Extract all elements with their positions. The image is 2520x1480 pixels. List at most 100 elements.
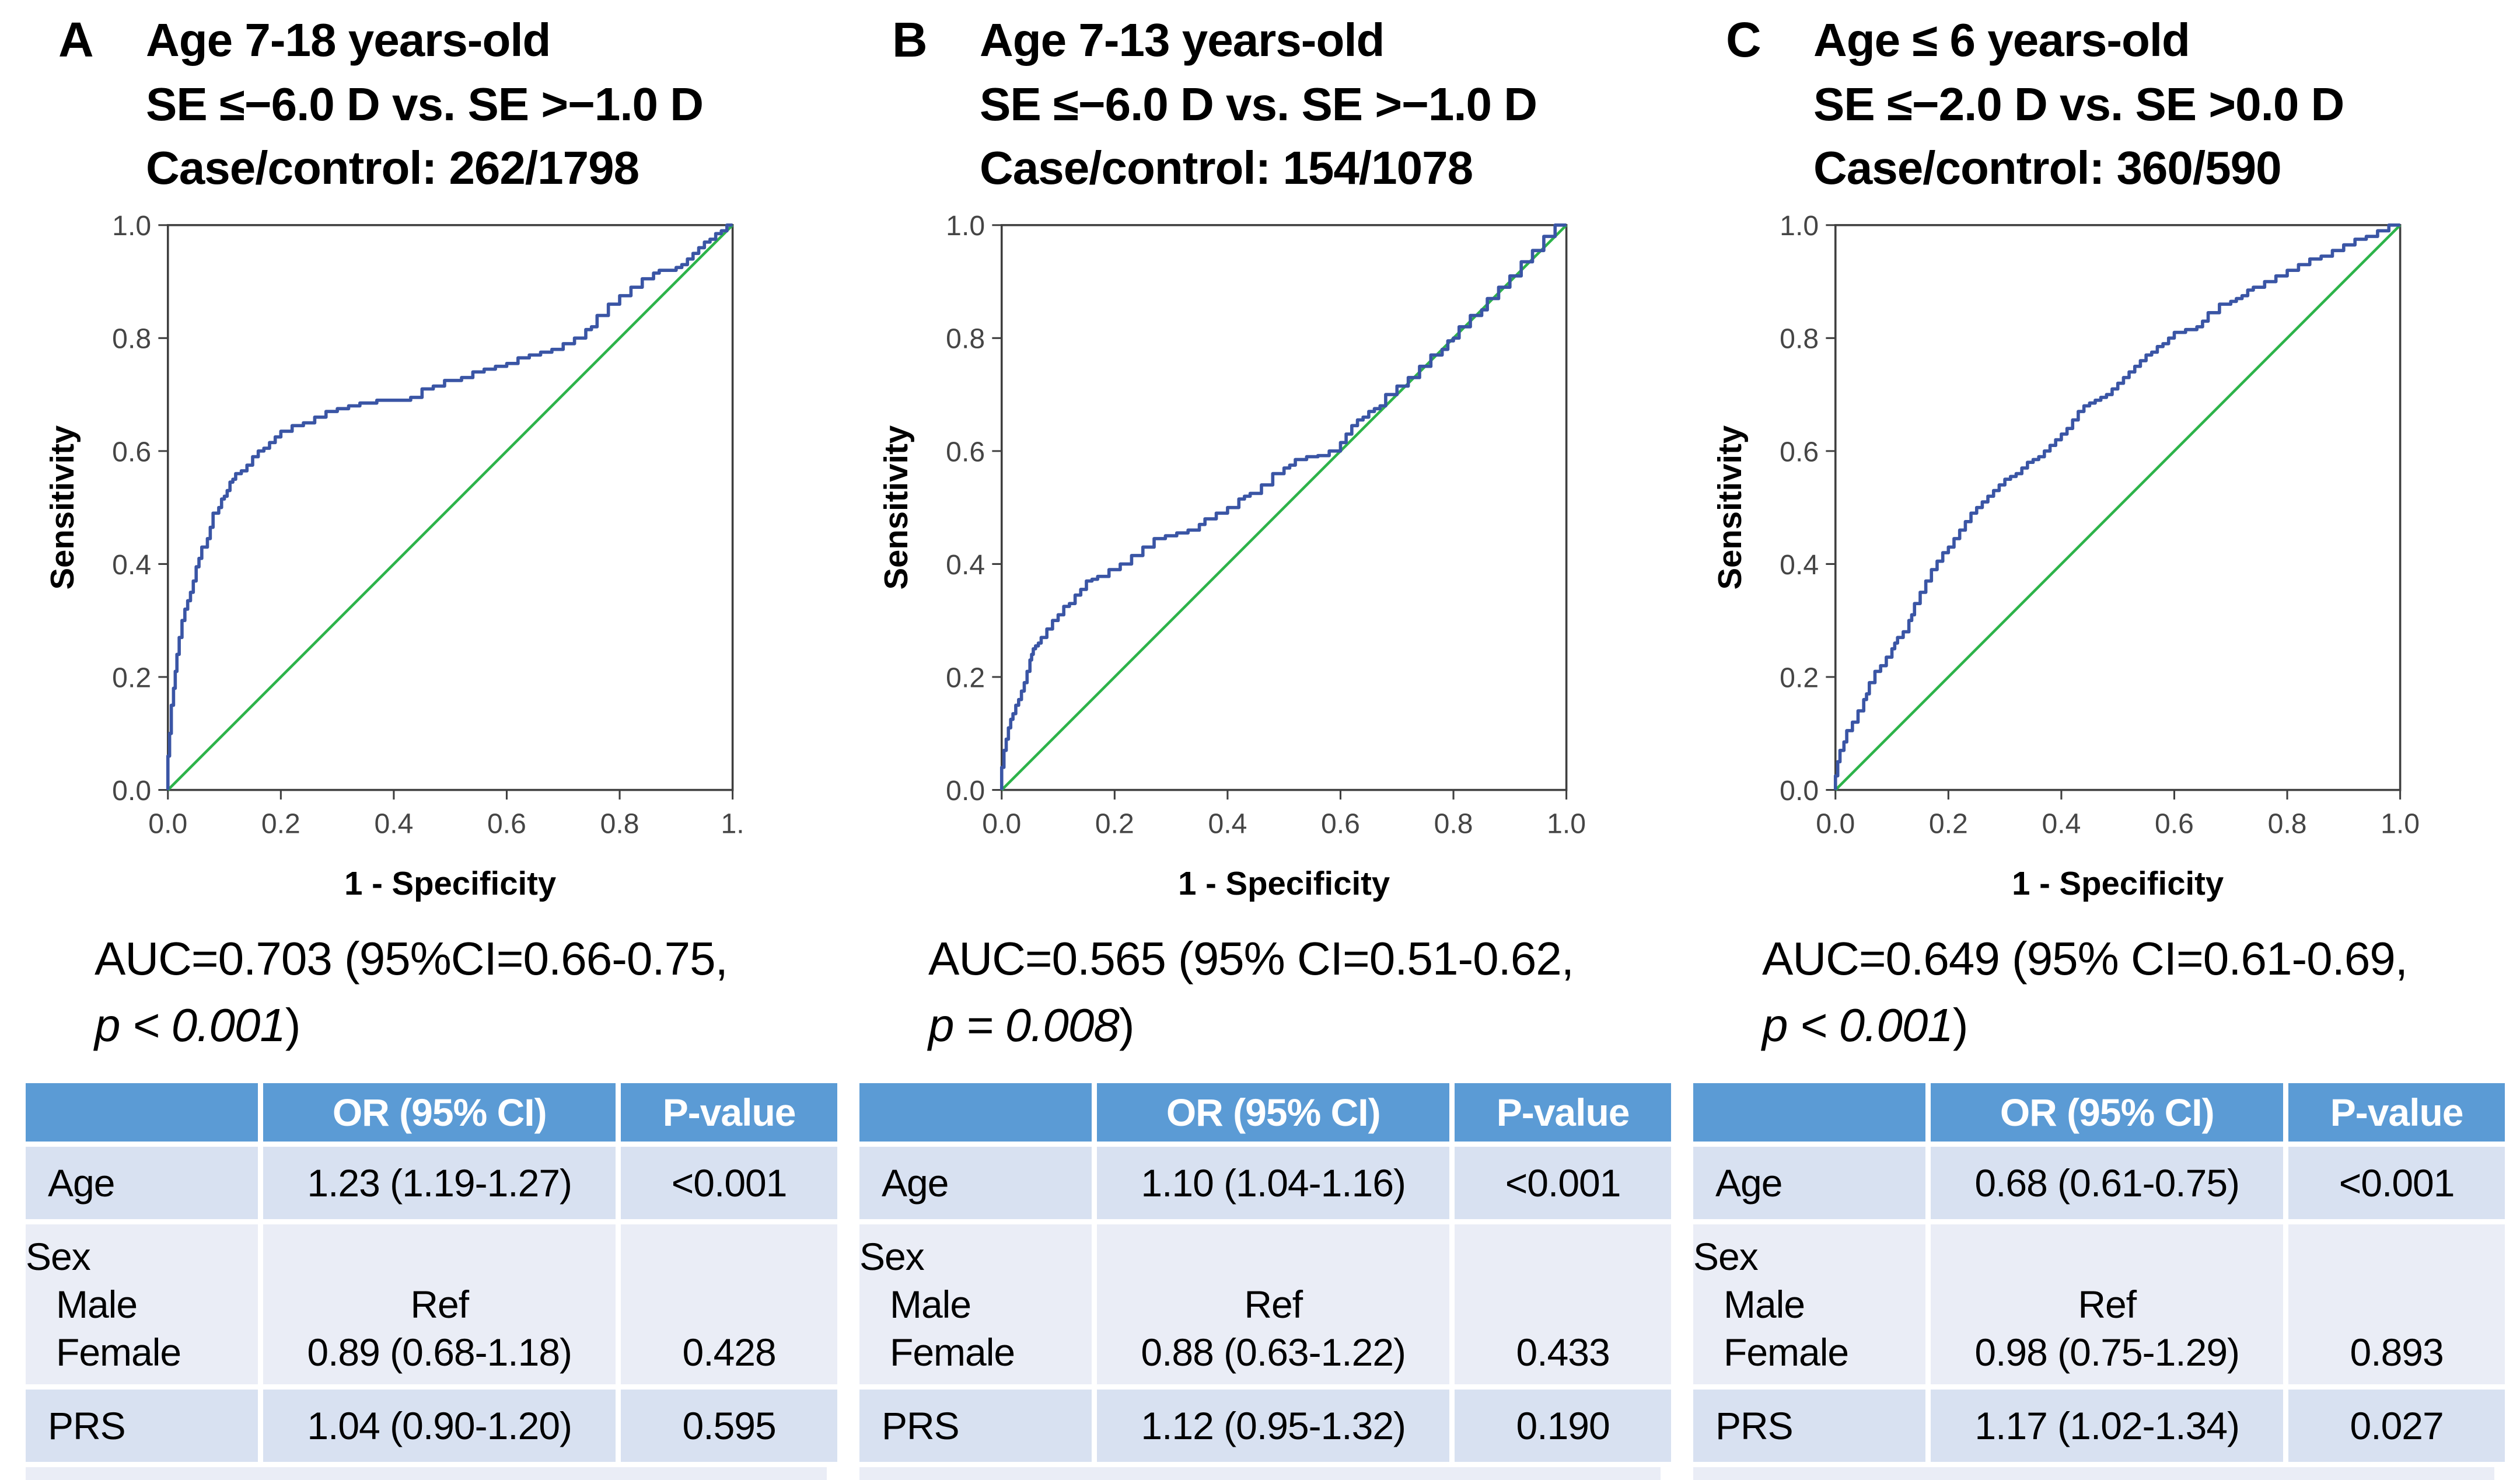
row-label: Age	[26, 1146, 258, 1219]
svg-text:0.8: 0.8	[1780, 323, 1819, 354]
roc-plot-a: 0.0 0.2 0.4 0.6 0.8 1. 0.0 0.2 0.4 0.6 0.8 1.0 1 - S…	[44, 210, 745, 902]
table-row-age: Age 1.10 (1.04-1.16) <0.001	[859, 1146, 1671, 1219]
svg-text:0.6: 0.6	[112, 436, 151, 467]
header-pvalue-cell: P-value	[2288, 1083, 2505, 1142]
auc-line2: p < 0.001)	[95, 992, 827, 1059]
svg-text:1.0: 1.0	[1547, 808, 1586, 839]
svg-text:0.4: 0.4	[2042, 808, 2081, 839]
panel-a-title-row: A Age 7-18 years-old SE ≤−6.0 D vs. SE >…	[26, 8, 827, 200]
roc-figure: A Age 7-18 years-old SE ≤−6.0 D vs. SE >…	[26, 8, 2505, 1480]
svg-text:0.8: 0.8	[600, 808, 639, 839]
panel-c-title-row: C Age ≤ 6 years-old SE ≤−2.0 D vs. SE >0…	[1693, 8, 2494, 200]
female-or: 0.98 (0.75-1.29)	[1974, 1330, 2240, 1374]
auc-line2: p = 0.008)	[928, 992, 1661, 1059]
table-bottom-strip	[26, 1467, 827, 1480]
panel-a-title-line2: SE ≤−6.0 D vs. SE >−1.0 D	[146, 78, 704, 130]
row-label: PRS	[1693, 1389, 1926, 1462]
row-or: 1.17 (1.02-1.34)	[1931, 1389, 2284, 1462]
svg-text:0.8: 0.8	[946, 323, 985, 354]
auc-p-value: p < 0.001	[95, 999, 286, 1052]
svg-text:0.4: 0.4	[374, 808, 413, 839]
table-row-age: Age 1.23 (1.19-1.27) <0.001	[26, 1146, 837, 1219]
auc-line1: AUC=0.649 (95% CI=0.61-0.69,	[1762, 933, 2408, 985]
svg-text:0.0: 0.0	[946, 775, 985, 807]
header-or-cell: OR (95% CI)	[263, 1083, 616, 1142]
auc-p-value: p = 0.008	[928, 999, 1120, 1052]
row-label: Age	[1693, 1146, 1926, 1219]
panel-a-title-line1: Age 7-18 years-old	[146, 14, 551, 66]
sex-label: Sex	[1693, 1234, 1759, 1278]
header-or-cell: OR (95% CI)	[1097, 1083, 1450, 1142]
svg-text:0.2: 0.2	[1095, 808, 1134, 839]
svg-text:0.0: 0.0	[148, 808, 187, 839]
auc-line1: AUC=0.565 (95% CI=0.51-0.62,	[928, 933, 1574, 985]
svg-text:0.4: 0.4	[946, 549, 985, 581]
row-label: PRS	[859, 1389, 1092, 1462]
male-or: Ref	[1244, 1282, 1303, 1326]
svg-text:1.0: 1.0	[1780, 210, 1819, 242]
male-label: Male	[1724, 1282, 1805, 1326]
svg-text:1 - Specificity: 1 - Specificity	[2012, 865, 2224, 902]
row-pvalue: 0.190	[1455, 1389, 1671, 1462]
sex-label: Sex	[859, 1234, 925, 1278]
svg-text:0.4: 0.4	[1780, 549, 1819, 581]
svg-text:0.4: 0.4	[1208, 808, 1247, 839]
row-or: 1.23 (1.19-1.27)	[263, 1146, 616, 1219]
female-pvalue: 0.433	[1516, 1330, 1610, 1374]
header-empty-cell	[1693, 1083, 1926, 1142]
svg-text:0.8: 0.8	[112, 323, 151, 354]
table-row-prs: PRS 1.12 (0.95-1.32) 0.190	[859, 1389, 1671, 1462]
table-header-row: OR (95% CI) P-value	[859, 1083, 1671, 1142]
svg-text:Sensitivity: Sensitivity	[44, 425, 81, 589]
panel-c-auc: AUC=0.649 (95% CI=0.61-0.69, p < 0.001)	[1762, 926, 2494, 1058]
auc-line2: p < 0.001)	[1762, 992, 2494, 1059]
table-bottom-strip	[1693, 1467, 2494, 1480]
row-or: 0.68 (0.61-0.75)	[1931, 1146, 2284, 1219]
table-bottom-strip	[859, 1467, 1661, 1480]
panel-b-title-row: B Age 7-13 years-old SE ≤−6.0 D vs. SE >…	[859, 8, 1661, 200]
svg-text:0.0: 0.0	[1780, 775, 1819, 807]
svg-text:0.6: 0.6	[1780, 436, 1819, 467]
auc-close-paren: )	[1119, 999, 1135, 1052]
svg-text:1 - Specificity: 1 - Specificity	[344, 865, 557, 902]
svg-text:0.0: 0.0	[112, 775, 151, 807]
row-label: Age	[859, 1146, 1092, 1219]
svg-text:1.: 1.	[721, 808, 745, 839]
table-row-sex: Sex Male Female Ref 0.88 (0.63-1.22) 0.4…	[859, 1224, 1671, 1384]
table-header-row: OR (95% CI) P-value	[26, 1083, 837, 1142]
svg-text:0.4: 0.4	[112, 549, 151, 581]
svg-text:0.0: 0.0	[1816, 808, 1855, 839]
female-label: Female	[1724, 1330, 1849, 1374]
header-pvalue-cell: P-value	[1455, 1083, 1671, 1142]
header-pvalue-cell: P-value	[621, 1083, 837, 1142]
roc-plot-c: 0.0 0.2 0.4 0.6 0.8 1.0 0.0 0.2 0.4 0.6 0.8 1.0 1 - …	[1711, 210, 2420, 902]
panel-c-title-line1: Age ≤ 6 years-old	[1813, 14, 2190, 66]
table-row-age: Age 0.68 (0.61-0.75) <0.001	[1693, 1146, 2505, 1219]
svg-text:0.6: 0.6	[946, 436, 985, 467]
row-label: PRS	[26, 1389, 258, 1462]
panel-c-title-line2: SE ≤−2.0 D vs. SE >0.0 D	[1813, 78, 2344, 130]
svg-text:1.0: 1.0	[112, 210, 151, 242]
panel-a-auc: AUC=0.703 (95%CI=0.66-0.75, p < 0.001)	[95, 926, 827, 1058]
row-pvalue: <0.001	[621, 1146, 837, 1219]
panel-b-auc: AUC=0.565 (95% CI=0.51-0.62, p = 0.008)	[928, 926, 1661, 1058]
female-pvalue: 0.893	[2350, 1330, 2444, 1374]
row-pvalue: <0.001	[1455, 1146, 1671, 1219]
row-pvalue: 0.595	[621, 1389, 837, 1462]
auc-close-paren: )	[1952, 999, 1969, 1052]
svg-text:1.0: 1.0	[2381, 808, 2420, 839]
svg-text:1 - Specificity: 1 - Specificity	[1178, 865, 1390, 902]
panel-c-title: Age ≤ 6 years-old SE ≤−2.0 D vs. SE >0.0…	[1813, 8, 2344, 200]
panel-c-letter: C	[1726, 12, 1761, 67]
svg-text:1.0: 1.0	[946, 210, 985, 242]
female-or: 0.89 (0.68-1.18)	[307, 1330, 572, 1374]
header-empty-cell	[26, 1083, 258, 1142]
row-or: 1.10 (1.04-1.16)	[1097, 1146, 1450, 1219]
female-or: 0.88 (0.63-1.22)	[1141, 1330, 1406, 1374]
svg-text:0.6: 0.6	[487, 808, 526, 839]
table-row-sex: Sex Male Female Ref 0.89 (0.68-1.18) 0.4…	[26, 1224, 837, 1384]
panel-b-title-line2: SE ≤−6.0 D vs. SE >−1.0 D	[980, 78, 1537, 130]
svg-text:0.6: 0.6	[2155, 808, 2194, 839]
svg-text:0.2: 0.2	[1929, 808, 1968, 839]
panel-c-title-line3: Case/control: 360/590	[1813, 142, 2282, 194]
